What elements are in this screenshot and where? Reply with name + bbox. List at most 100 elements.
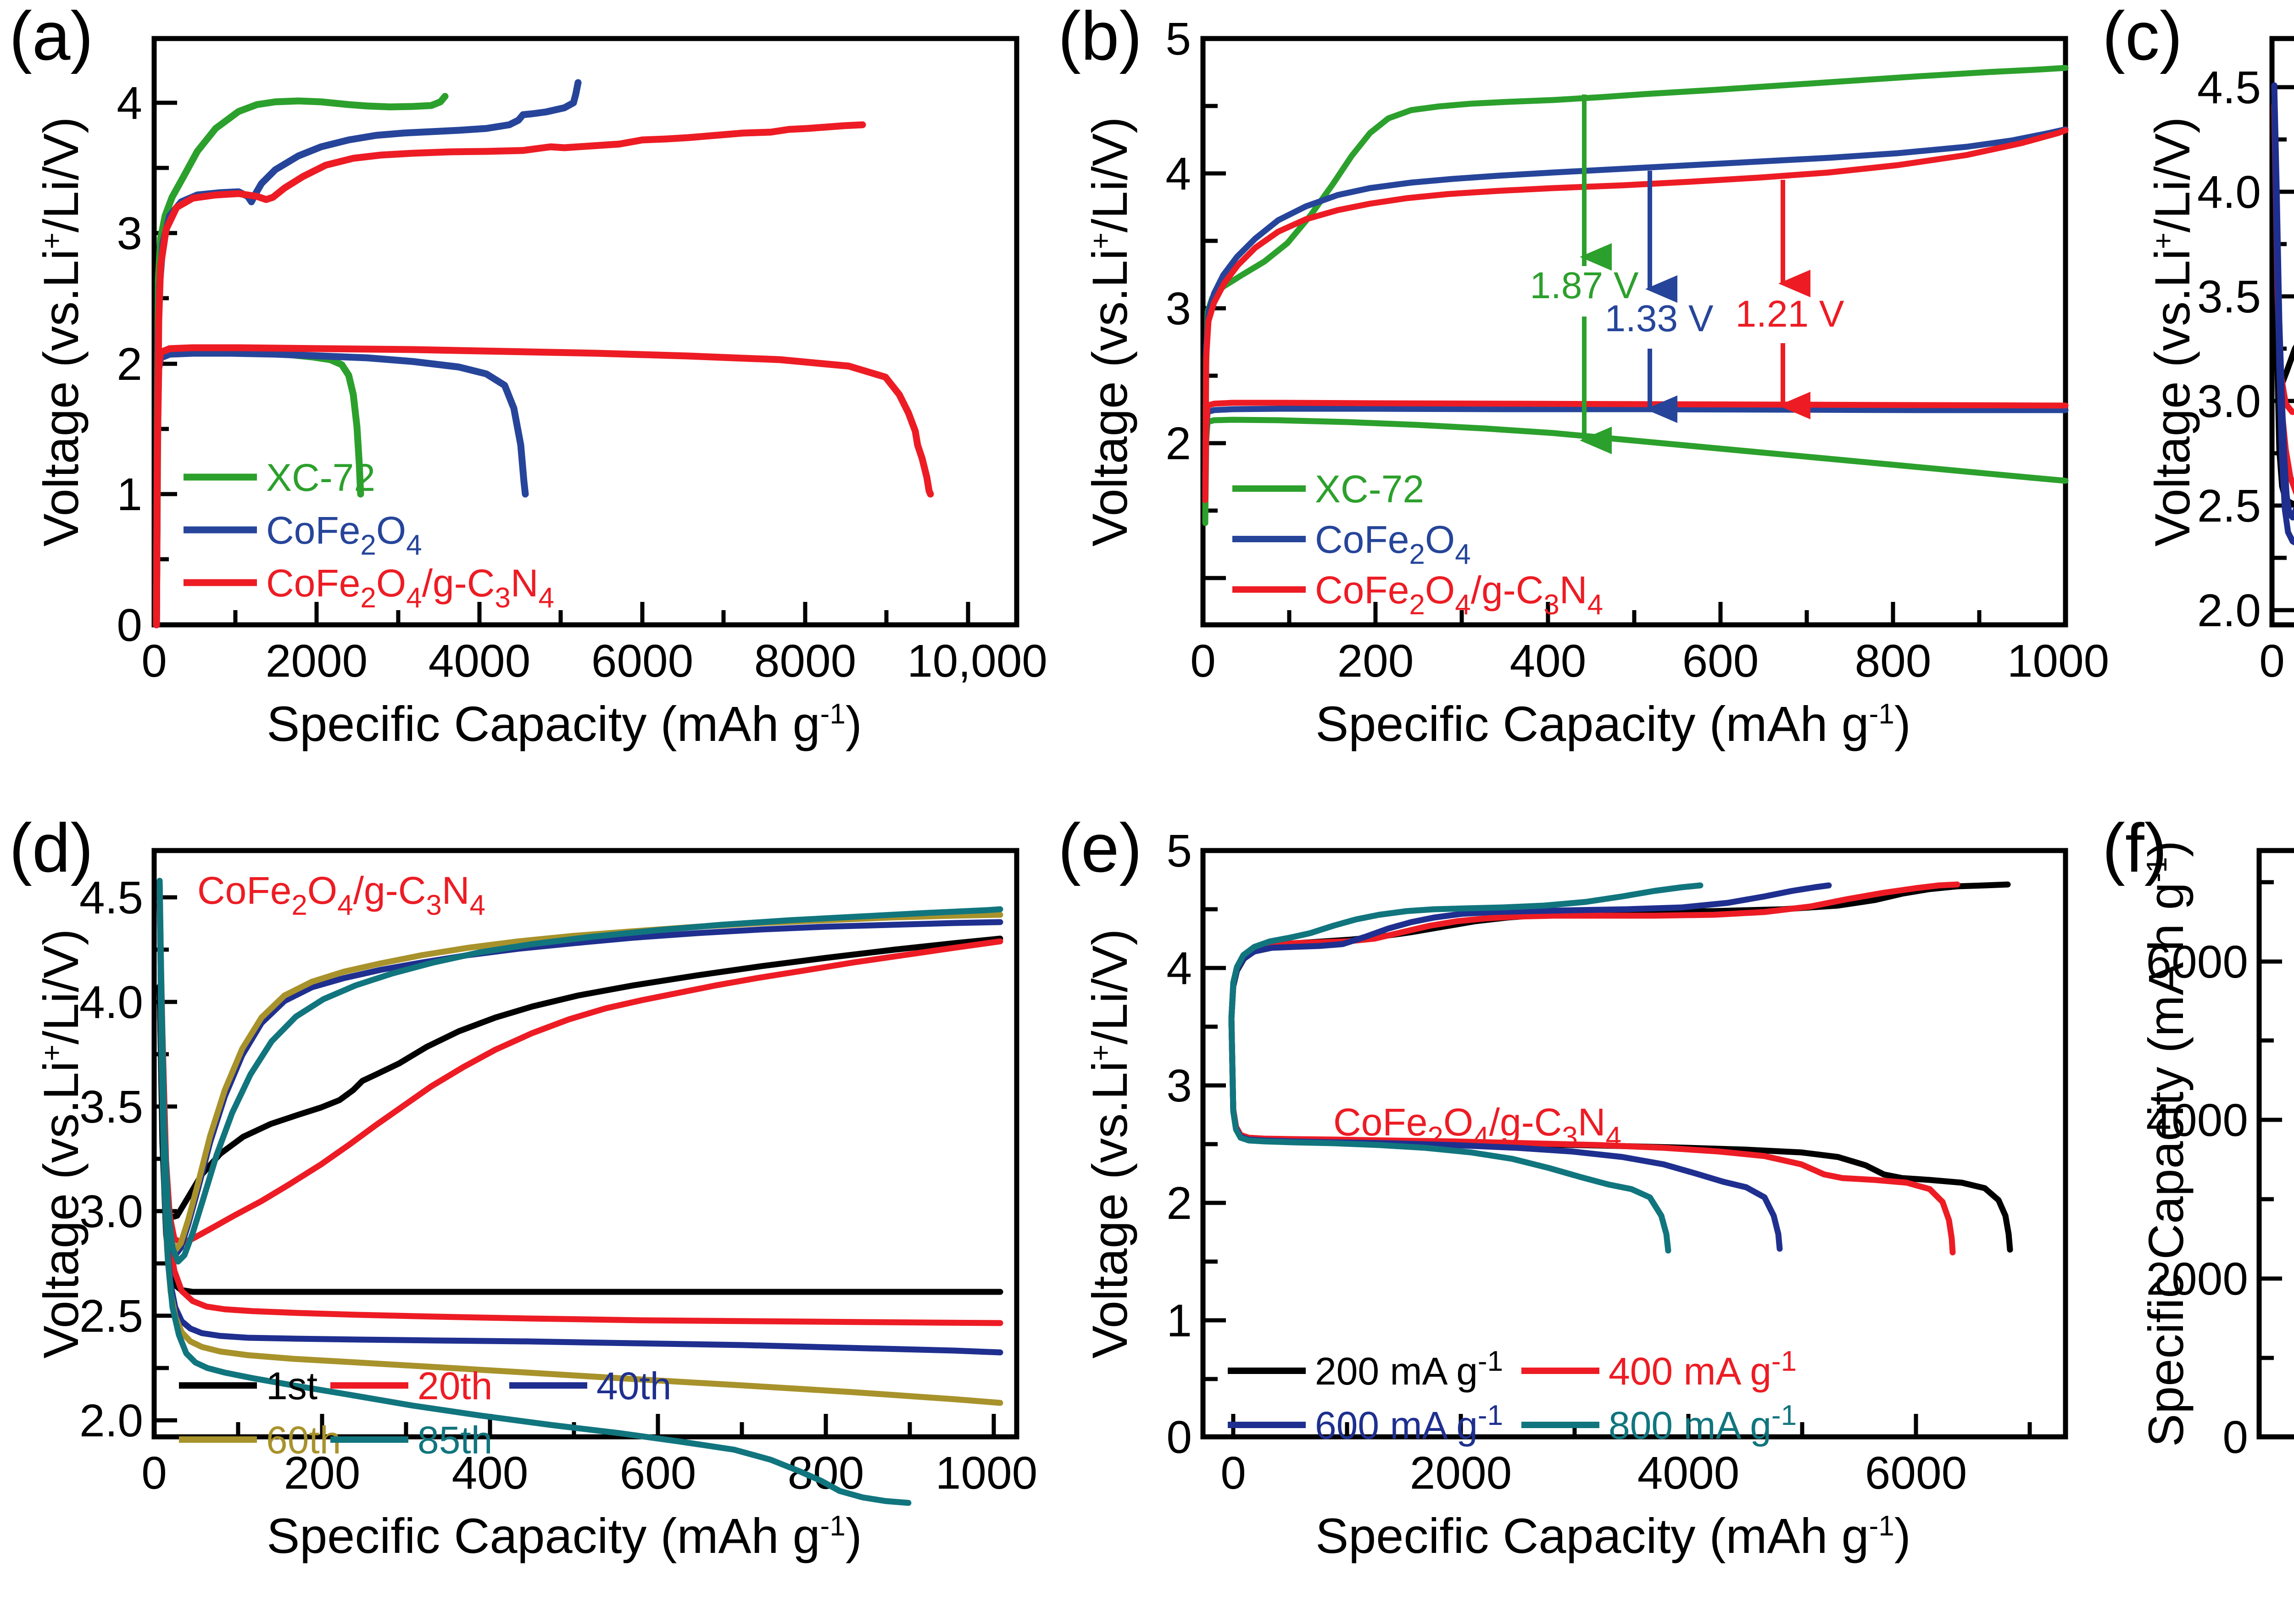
panel-d-ytick-45: 4.5 [79, 872, 143, 923]
panel-f-ytick-6000: 6000 [2146, 936, 2248, 988]
curve-e-800-charge [1228, 882, 1704, 1022]
curve-b-composite-charge [1202, 127, 2069, 503]
panel-d-curves [156, 878, 1003, 1506]
panel-a-legend-label-1: CoFe2O4 [266, 509, 422, 561]
panel-b-annotation-label-0: 1.87 V [1530, 265, 1638, 306]
panel-a-ytick-4: 4 [117, 78, 142, 129]
panel-a-legend-label-2: CoFe2O4/g-C3N4 [266, 562, 554, 614]
curve-xc72-charge [153, 93, 449, 628]
panel-a-ytick-2: 2 [117, 339, 142, 390]
panel-e-ytick-1: 1 [1166, 1295, 1192, 1346]
panel-c-ytick-40: 4.0 [2197, 167, 2261, 218]
panel-c-ytick-35: 3.5 [2197, 271, 2261, 323]
panel-c-ytick-20: 2.0 [2197, 585, 2261, 636]
panel-f-ylabel: Specific Capacity (mA h g-1) [2138, 840, 2194, 1447]
panel-f-y-ticks [2259, 880, 2282, 1439]
panel-b-ytick-5: 5 [1165, 13, 1191, 65]
panel-c-ytick-25: 2.5 [2197, 480, 2261, 532]
panel-e-ytick-2: 2 [1166, 1178, 1192, 1229]
panel-d: (d) CoFe2O4/g-C3N4 4.5 4.0 3.5 [0, 809, 1049, 1624]
panel-a-x-ticks [152, 602, 970, 625]
panel-e-ytick-5: 5 [1166, 825, 1192, 877]
panel-b-legend-label-0: XC-72 [1315, 467, 1424, 511]
panel-d-ytick-40: 4.0 [79, 977, 143, 1028]
panel-c-xtick-0: 0 [2259, 635, 2285, 687]
curve-e-200-charge [1228, 881, 2011, 1022]
panel-a-legend-label-0: XC-72 [266, 456, 375, 499]
curve-d-85th-charge [156, 878, 1003, 1265]
panel-b-ytick-3: 3 [1165, 283, 1191, 334]
curve-b-cofe2o4-charge [1202, 126, 2069, 499]
panel-d-ytick-30: 3.0 [79, 1186, 143, 1237]
panel-e-xlabel: Specific Capacity (mAh g-1) [1315, 1508, 1911, 1563]
panel-e-curves [1228, 881, 2013, 1256]
curve-d-1st-discharge [156, 983, 1003, 1295]
panel-c-label: (c) [2102, 0, 2183, 74]
panel-e-xtick-2: 4000 [1637, 1447, 1739, 1499]
panel-b-xtick-2: 400 [1510, 635, 1587, 687]
panel-c-ytick-45: 4.5 [2197, 62, 2261, 113]
panel-b: (b) 5 4 3 2 [1049, 0, 2109, 812]
panel-a-legend: XC-72 CoFe2O4 CoFe2O4/g-C3N4 [184, 456, 554, 614]
panel-f-ytick-0: 0 [2222, 1412, 2248, 1463]
curve-d-40th-charge [156, 887, 1003, 1258]
panel-a-xtick-5: 10,000 [907, 635, 1047, 687]
panel-e-legend-label-1: 400 mA g-1 [1609, 1346, 1797, 1393]
panel-b-ylabel: Voltage (vs.Li+/Li/V) [1082, 117, 1137, 547]
curve-d-20th-discharge [156, 901, 1003, 1326]
curve-d-85th-discharge [156, 878, 912, 1506]
panel-e-xtick-3: 6000 [1865, 1447, 1967, 1499]
panel-a-xtick-3: 6000 [591, 635, 693, 687]
panel-e-legend: 200 mA g-1 400 mA g-1 600 mA g-1 800 mA … [1228, 1346, 1797, 1447]
panel-d-inline-title: CoFe2O4/g-C3N4 [197, 869, 485, 921]
panel-a-ytick-1: 1 [117, 469, 142, 520]
panel-d-ytick-20: 2.0 [79, 1395, 143, 1446]
panel-e-ytick-4: 4 [1166, 943, 1192, 994]
panel-c-ylabel: Voltage (vs.Li+/Li/V) [2144, 117, 2200, 547]
panel-c: (c) CoFe2O4 4.5 4.0 3.5 3.0 [2098, 0, 2294, 812]
panel-b-legend-label-1: CoFe2O4 [1315, 518, 1471, 570]
panel-a-curves [153, 79, 934, 628]
panel-c-curves [2271, 82, 2294, 545]
panel-a-ytick-3: 3 [117, 208, 142, 259]
panel-b-ytick-4: 4 [1165, 148, 1191, 200]
panel-b-xlabel: Specific Capacity (mAh g-1) [1315, 696, 1911, 751]
panel-d-xtick-2: 400 [452, 1447, 529, 1499]
panel-b-annotation-red: 1.21 V [1735, 180, 1844, 419]
curve-e-800-discharge [1228, 1015, 1671, 1254]
panel-a-axes [151, 36, 1019, 628]
curve-b-xc72-charge [1202, 65, 2069, 526]
panel-d-ytick-25: 2.5 [79, 1290, 143, 1342]
panel-b-xtick-0: 0 [1190, 635, 1216, 687]
panel-b-xtick-4: 800 [1855, 635, 1932, 687]
panel-d-legend-label-2: 40th [596, 1364, 672, 1407]
curve-e-600-charge [1228, 882, 1832, 1022]
curve-d-60th-discharge [156, 882, 1003, 1406]
panel-d-label: (d) [9, 809, 93, 886]
panel-c-ytick-30: 3.0 [2197, 376, 2261, 427]
panel-e-legend-label-2: 600 mA g-1 [1315, 1400, 1503, 1447]
panel-b-xtick-5: 1000 [2007, 635, 2109, 687]
panel-d-xtick-3: 600 [620, 1447, 696, 1499]
panel-d-xtick-0: 0 [141, 1447, 167, 1499]
panel-a-ytick-0: 0 [117, 600, 142, 651]
panel-b-annotation-green: 1.87 V [1530, 95, 1639, 454]
panel-b-annotation-label-2: 1.21 V [1735, 293, 1844, 335]
panel-b-legend-label-2: CoFe2O4/g-C3N4 [1315, 568, 1603, 621]
panel-d-x-ticks [152, 1414, 996, 1437]
panel-a-label: (a) [9, 0, 93, 74]
panel-e: (e) 5 4 3 2 1 0 [1049, 809, 2098, 1624]
panel-a-xlabel: Specific Capacity (mAh g-1) [267, 696, 862, 751]
panel-d-legend-label-4: 85th [418, 1418, 493, 1462]
panel-a-ylabel: Voltage (vs.Li+/Li/V) [33, 117, 89, 547]
panel-e-y-ticks [1203, 848, 1226, 1439]
panel-a-xtick-1: 2000 [266, 635, 367, 687]
curve-d-1st-charge [156, 935, 1003, 1221]
panel-b-ytick-2: 2 [1165, 418, 1191, 469]
panel-e-ytick-0: 0 [1166, 1412, 1192, 1463]
curve-composite-discharge-a [153, 344, 934, 628]
panel-f: (f) 0 2000 4000 6000 [2098, 809, 2294, 1624]
curve-c-16th-discharge [2271, 82, 2294, 545]
curve-c-1st-charge [2271, 189, 2294, 387]
panel-b-xtick-3: 600 [1682, 635, 1759, 687]
